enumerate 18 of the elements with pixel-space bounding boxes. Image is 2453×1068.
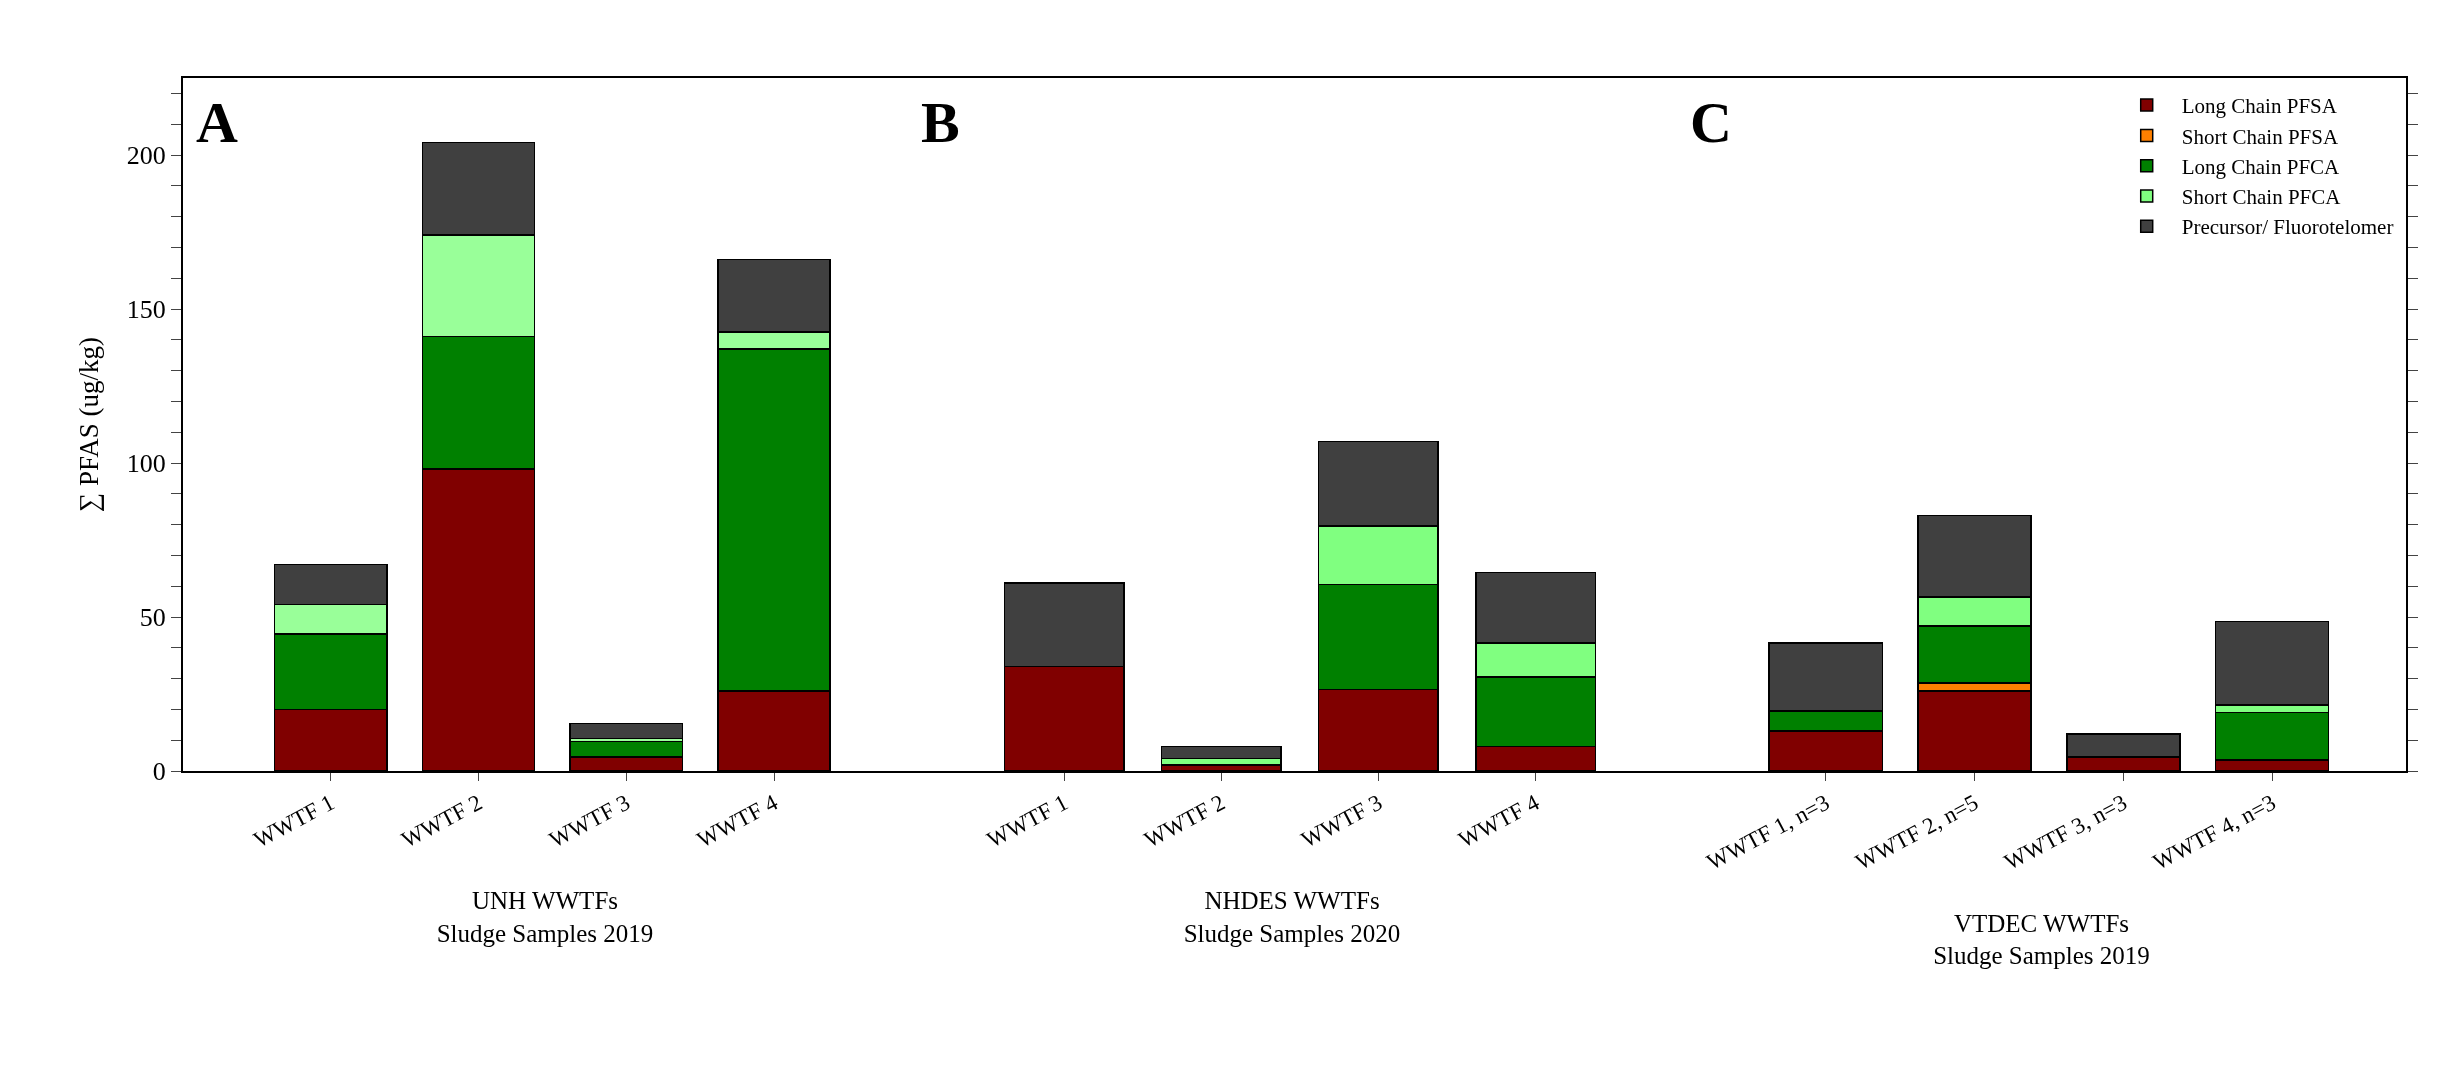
x-axis-title: NHDES WWTFs Sludge Samples 2020 xyxy=(1183,887,1401,947)
annotation: B xyxy=(921,90,960,155)
legend-label: Long Chain PFSA xyxy=(2181,94,2338,119)
annotation: A xyxy=(196,90,238,155)
y-tick-label: 100 xyxy=(126,449,166,479)
annotation: C xyxy=(1690,90,1732,155)
y-tick-label: 200 xyxy=(126,141,166,171)
y-axis-title: ∑ PFAS (ug/kg) xyxy=(74,337,105,512)
y-tick-label: 0 xyxy=(152,757,166,787)
legend-label: Short Chain PFCA xyxy=(2181,185,2342,210)
y-tick-label: 150 xyxy=(126,295,166,325)
x-axis-title: UNH WWTFs Sludge Samples 2019 xyxy=(436,887,654,947)
y-tick-label: 50 xyxy=(139,603,166,633)
legend-label: Long Chain PFCA xyxy=(2181,154,2341,179)
legend-label: Precursor/ Fluorotelomer xyxy=(2181,215,2394,240)
x-axis-title: VTDEC WWTFs Sludge Samples 2019 xyxy=(1933,909,2150,970)
legend-label: Short Chain PFSA xyxy=(2181,124,2339,149)
bar xyxy=(569,722,684,740)
